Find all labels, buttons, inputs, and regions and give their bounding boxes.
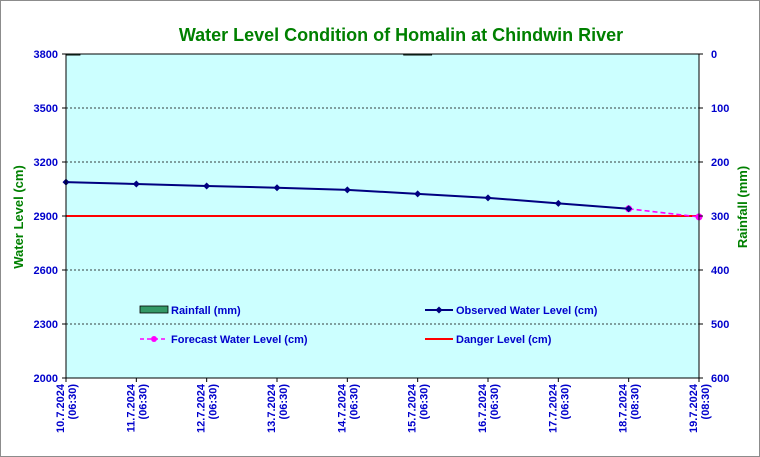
observed-point — [414, 190, 422, 198]
y-axis-label-left: Water Level (cm) — [11, 165, 26, 269]
x-tick-date: 13.7.2024 — [266, 383, 278, 433]
legend-label-rainfall: Rainfall (mm) — [171, 305, 241, 317]
observed-point — [273, 184, 281, 192]
left-tick-label: 2900 — [34, 211, 58, 223]
x-tick-label: 18.7.2024 (08:30) — [618, 383, 642, 433]
x-tick-date: 19.7.2024 — [688, 383, 700, 433]
chart-title: Water Level Condition of Homalin at Chin… — [179, 25, 623, 45]
x-tick-date: 14.7.2024 — [336, 383, 348, 433]
observed-point — [343, 186, 351, 194]
x-tick-time: (06:30) — [559, 384, 571, 420]
left-tick-label: 3800 — [34, 49, 58, 61]
observed-point — [203, 182, 211, 190]
observed-point — [484, 194, 492, 202]
x-tick-label: 15.7.2024 (06:30) — [407, 383, 431, 433]
left-tick-label: 3500 — [34, 103, 58, 115]
observed-point — [554, 199, 562, 207]
legend-label-forecast: Forecast Water Level (cm) — [171, 334, 308, 346]
y-axis-label-right: Rainfall (mm) — [735, 166, 750, 248]
legend-label-danger: Danger Level (cm) — [456, 334, 552, 346]
legend-item-rainfall: Rainfall (mm) — [139, 305, 241, 317]
x-tick-date: 17.7.2024 — [547, 383, 559, 433]
observed-point — [625, 205, 633, 213]
right-tick-label: 500 — [711, 319, 729, 331]
x-tick-time: (08:30) — [700, 384, 712, 420]
right-tick-label: 100 — [711, 103, 729, 115]
x-tick-label: 19.7.2024 (08:30) — [688, 383, 712, 433]
x-tick-label: 12.7.2024 (06:30) — [196, 383, 220, 433]
legend-item-forecast: Forecast Water Level (cm) — [140, 334, 308, 346]
legend-swatch-rainfall — [139, 305, 169, 314]
left-axis-ticks: 3800 3500 3200 2900 2600 2300 2000 — [34, 49, 66, 385]
legend-label-observed: Observed Water Level (cm) — [456, 305, 598, 317]
x-tick-time: (06:30) — [208, 384, 220, 420]
x-tick-label: 13.7.2024 (06:30) — [266, 383, 290, 433]
x-tick-date: 12.7.2024 — [196, 383, 208, 433]
forecast-line — [628, 208, 700, 218]
x-tick-time: (06:30) — [278, 384, 290, 420]
legend-item-observed: Observed Water Level (cm) — [425, 305, 598, 317]
right-tick-label: 300 — [711, 211, 729, 223]
legend-item-danger: Danger Level (cm) — [425, 334, 552, 346]
right-tick-label: 400 — [711, 265, 729, 277]
left-tick-label: 2000 — [34, 373, 58, 385]
right-tick-label: 600 — [711, 373, 729, 385]
right-tick-label: 200 — [711, 157, 729, 169]
left-tick-label: 2300 — [34, 319, 58, 331]
x-tick-date: 16.7.2024 — [477, 383, 489, 433]
x-tick-label: 16.7.2024 (06:30) — [477, 383, 501, 433]
x-tick-date: 15.7.2024 — [407, 383, 419, 433]
x-tick-time: (06:30) — [489, 384, 501, 420]
x-tick-label: 14.7.2024 (06:30) — [336, 383, 360, 433]
x-tick-time: (06:30) — [419, 384, 431, 420]
observed-point — [132, 180, 140, 188]
x-tick-time: (06:30) — [137, 384, 149, 420]
x-tick-date: 11.7.2024 — [125, 383, 137, 432]
x-tick-date: 10.7.2024 — [55, 383, 67, 433]
x-tick-date: 18.7.2024 — [618, 383, 630, 433]
legend: Rainfall (mm) Observed Water Level (cm) … — [139, 305, 598, 346]
right-tick-label: 0 — [711, 49, 717, 61]
x-tick-time: (06:30) — [67, 384, 79, 420]
left-tick-label: 2600 — [34, 265, 58, 277]
legend-marker-forecast — [151, 336, 157, 342]
x-tick-label: 11.7.2024 (06:30) — [125, 383, 149, 432]
x-axis-ticks: 10.7.2024 (06:30) 11.7.2024 (06:30) 12.7.202… — [55, 378, 712, 433]
right-axis-ticks: 0 100 200 300 400 500 600 — [699, 49, 729, 385]
x-tick-time: (06:30) — [348, 384, 360, 420]
left-tick-label: 3200 — [34, 157, 58, 169]
x-tick-time: (08:30) — [630, 384, 642, 420]
legend-marker-observed — [435, 306, 443, 314]
observed-series — [62, 178, 633, 213]
x-tick-label: 10.7.2024 (06:30) — [55, 383, 79, 433]
x-tick-label: 17.7.2024 (06:30) — [547, 383, 571, 433]
